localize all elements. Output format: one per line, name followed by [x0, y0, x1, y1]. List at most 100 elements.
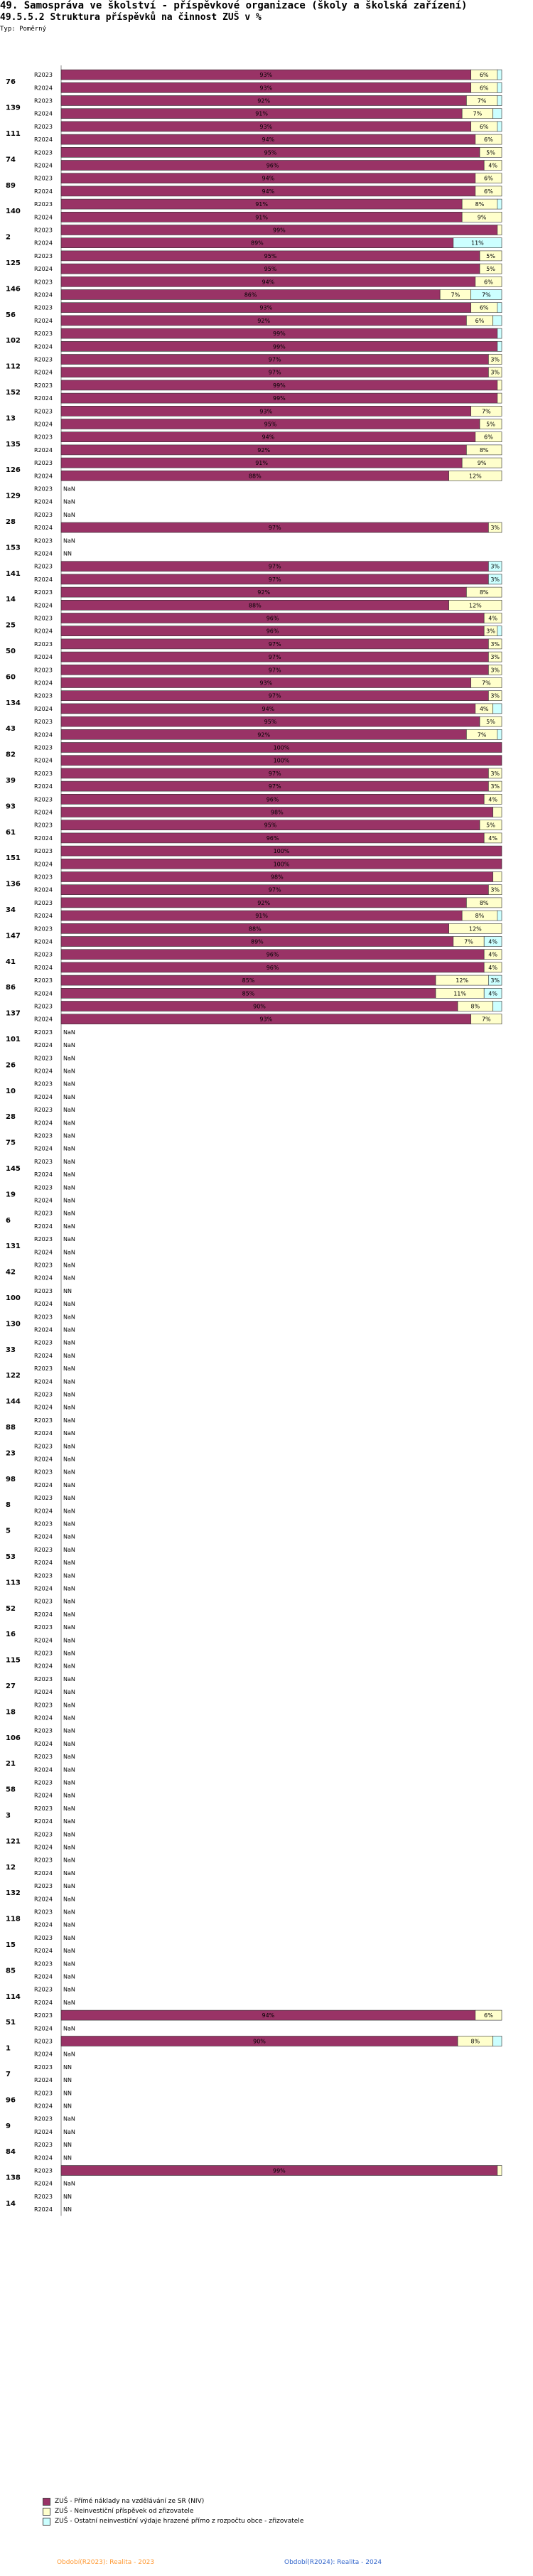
group-label: 42	[6, 1269, 16, 1277]
nan-label: NaN	[63, 1211, 75, 1217]
row-label: R2024	[34, 706, 53, 712]
nan-label: NaN	[63, 1883, 75, 1889]
row-label: R2024	[34, 473, 53, 479]
bar-value-label: 100%	[274, 861, 290, 867]
bar-segment	[470, 677, 502, 688]
nan-label: NaN	[63, 1663, 75, 1670]
row-label: R2023	[34, 176, 53, 182]
bar-value-label: 97%	[269, 693, 281, 699]
bar-value-label: 97%	[269, 654, 281, 660]
group-label: 52	[6, 1605, 16, 1613]
bar-value-label: 93%	[259, 305, 272, 311]
group-label: 126	[6, 466, 21, 474]
bar-value-label: 91%	[255, 111, 268, 117]
nan-label: NaN	[63, 1146, 75, 1152]
group-label: 135	[6, 441, 21, 449]
row-label: R2023	[34, 1935, 53, 1941]
bar-value-label: 7%	[451, 292, 461, 299]
nan-label: NaN	[63, 1159, 75, 1165]
bar-value-label: 4%	[488, 163, 497, 169]
bar-value-label: 3%	[490, 641, 500, 648]
row-label: R2024	[34, 1223, 53, 1230]
row-label: R2023	[34, 1004, 53, 1010]
nan-label: NaN	[63, 1728, 75, 1734]
group-label: 25	[6, 622, 16, 630]
bar-segment	[483, 962, 502, 973]
bar-segment	[497, 328, 502, 339]
row-label: R2024	[34, 1663, 53, 1670]
row-label: R2023	[34, 227, 53, 234]
nan-label: NaN	[63, 1029, 75, 1036]
bar-value-label: 99%	[273, 2168, 286, 2174]
group-label: 152	[6, 389, 21, 397]
row-label: R2023	[34, 124, 53, 130]
bar-value-label: 96%	[266, 965, 279, 971]
bar-value-label: 3%	[490, 977, 500, 984]
group-label: 151	[6, 854, 21, 862]
bar-value-label: 97%	[269, 667, 281, 673]
row-label: R2023	[34, 2142, 53, 2148]
group-label: 153	[6, 544, 21, 552]
bar-value-label: 6%	[480, 85, 489, 91]
row-label: R2023	[34, 486, 53, 493]
bar-value-label: 93%	[259, 85, 272, 91]
bar-value-label: 5%	[486, 266, 495, 272]
row-label: R2024	[34, 810, 53, 816]
bar-segment	[492, 703, 502, 714]
bar-value-label: 9%	[478, 214, 487, 220]
bar-value-label: 4%	[480, 706, 489, 712]
bar-value-label: 5%	[486, 253, 495, 259]
bar-value-label: 91%	[255, 214, 268, 220]
group-label: 8	[6, 1501, 11, 1509]
bar-value-label: 93%	[259, 1016, 272, 1023]
row-label: R2024	[34, 395, 53, 402]
bar-value-label: 90%	[253, 2039, 266, 2045]
bar-value-label: 6%	[480, 305, 489, 311]
bar-value-label: 91%	[255, 201, 268, 208]
bar-value-label: 97%	[269, 887, 281, 893]
nan-label: NaN	[63, 512, 75, 518]
nan-label: NaN	[63, 1068, 75, 1075]
nan-label: NaN	[63, 1042, 75, 1048]
nan-label: NaN	[63, 1314, 75, 1320]
nan-label: NN	[63, 2194, 72, 2200]
bar-segment	[497, 95, 502, 106]
bar-value-label: 12%	[469, 602, 482, 608]
nan-label: NaN	[63, 1689, 75, 1695]
bar-segment	[492, 807, 502, 817]
bar-segment	[461, 211, 502, 222]
bar-value-label: 5%	[486, 822, 495, 829]
bar-value-label: 100%	[274, 745, 290, 751]
row-label: R2023	[34, 253, 53, 259]
bar-value-label: 97%	[269, 357, 281, 363]
group-label: 85	[6, 1967, 16, 1975]
bar-value-label: 3%	[490, 771, 500, 777]
bar-value-label: 9%	[478, 460, 487, 466]
group-label: 132	[6, 1889, 21, 1897]
group-label: 16	[6, 1631, 16, 1638]
nan-label: NaN	[63, 1417, 75, 1424]
group-label: 3	[6, 1812, 11, 1820]
row-label: R2023	[34, 537, 53, 544]
group-label: 136	[6, 881, 21, 889]
row-label: R2023	[34, 201, 53, 208]
bar-value-label: 3%	[490, 576, 500, 583]
nan-label: NN	[63, 551, 72, 557]
row-label: R2023	[34, 1081, 53, 1088]
row-label: R2023	[34, 2194, 53, 2200]
row-label: R2024	[34, 1508, 53, 1514]
bar-value-label: 3%	[490, 887, 500, 893]
bar-value-label: 93%	[259, 680, 272, 687]
nan-label: NaN	[63, 1780, 75, 1786]
row-label: R2023	[34, 1624, 53, 1631]
group-label: 145	[6, 1165, 21, 1173]
bar-value-label: 4%	[488, 616, 497, 622]
group-label: 26	[6, 1061, 16, 1069]
row-label: R2024	[34, 783, 53, 790]
bar-segment	[488, 367, 502, 378]
nan-label: NaN	[63, 1560, 75, 1566]
group-label: 61	[6, 829, 16, 837]
group-label: 74	[6, 156, 16, 163]
row-label: R2023	[34, 564, 53, 570]
bar-value-label: 97%	[269, 564, 281, 570]
